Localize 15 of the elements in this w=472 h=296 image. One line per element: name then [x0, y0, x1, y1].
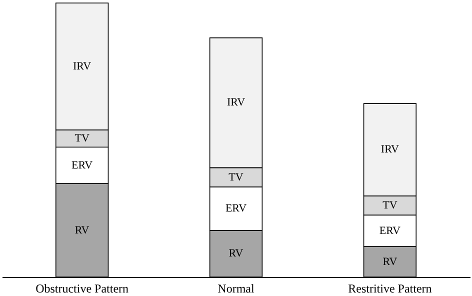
- text: IRV: [73, 60, 92, 72]
- series-label: IRV: [226, 96, 246, 109]
- x-tick-label: Normal: [218, 282, 255, 296]
- series-label: TV: [74, 132, 90, 144]
- text: ERV: [71, 159, 93, 172]
- text: TV: [228, 171, 244, 184]
- text: RV: [228, 248, 244, 260]
- series-label: ERV: [379, 224, 401, 237]
- text: IRV: [380, 144, 399, 156]
- series-label: RV: [382, 256, 398, 268]
- text: TV: [382, 199, 398, 212]
- x-tick-label: Obstructive Pattern: [36, 282, 129, 296]
- text: ERV: [225, 202, 247, 215]
- text: RV: [74, 224, 90, 236]
- x-tick-label: Restritive Pattern: [348, 282, 432, 296]
